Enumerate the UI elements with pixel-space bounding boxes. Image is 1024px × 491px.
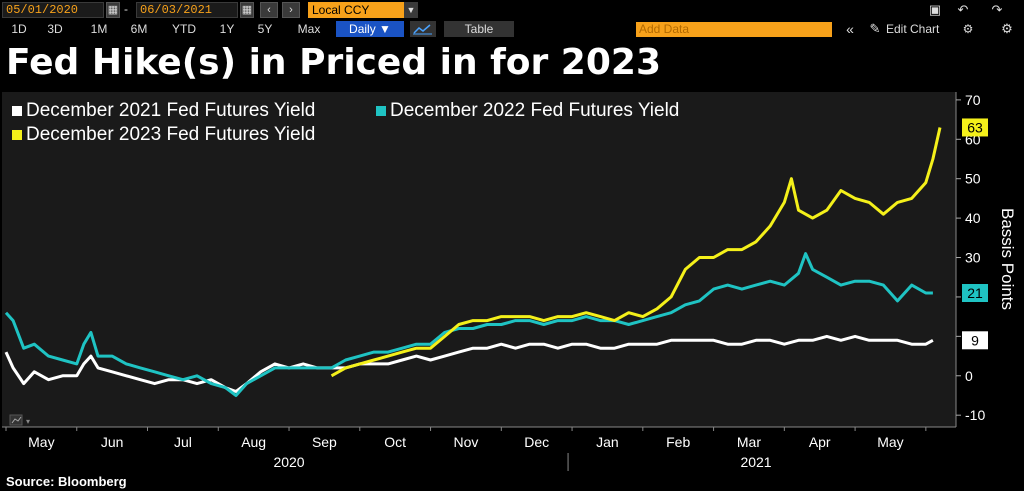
x-tick-label: Mar — [737, 434, 761, 450]
period-1d-button[interactable]: 1D — [11, 22, 27, 36]
last-value-label-0: 9 — [971, 332, 979, 348]
last-value-label-2: 63 — [967, 119, 983, 135]
period-5y-button[interactable]: 5Y — [257, 22, 273, 36]
window-icon[interactable]: ▣ — [928, 2, 942, 17]
x-year-label: 2020 — [273, 454, 304, 470]
period-6m-button[interactable]: 6M — [130, 22, 148, 36]
chart-container: December 2021 Fed Futures Yield December … — [0, 92, 1024, 472]
last-value-label-1: 21 — [967, 285, 983, 301]
legend-entry-2: December 2023 Fed Futures Yield — [26, 124, 315, 145]
y-axis-label: Bassis Points — [998, 208, 1017, 310]
last-value-badge-2 — [962, 118, 988, 137]
period-toolbar: 1D 3D 1M 6M YTD 1Y 5Y Max Daily ▼ Table … — [0, 20, 1024, 38]
x-tick-label: Sep — [312, 434, 337, 450]
period-ytd-button[interactable]: YTD — [172, 22, 196, 36]
double-chevron-left-icon[interactable]: « — [846, 21, 854, 37]
add-data-input[interactable]: Add Data — [636, 22, 832, 37]
calendar-icon[interactable]: ▦ — [240, 2, 254, 18]
date-range-dash: - — [124, 2, 128, 16]
series-line-0 — [4, 334, 934, 393]
x-year-label: 2021 — [740, 454, 771, 470]
pencil-icon[interactable]: ✎ — [869, 21, 881, 36]
x-tick-label: Feb — [666, 434, 690, 450]
y-tick-label: 50 — [965, 171, 981, 187]
x-axis: May Jun Jul Aug Sep Oct Nov Dec Jan Feb Mar Apr May 2… — [2, 426, 956, 471]
y-tick-label: 70 — [965, 92, 981, 108]
period-1m-button[interactable]: 1M — [90, 22, 108, 36]
chart-title: Fed Hike(s) in Priced in for 2023 — [6, 42, 661, 83]
legend: December 2021 Fed Futures Yield December … — [12, 100, 679, 145]
top-toolbar: 05/01/2020 ▦ - 06/03/2021 ▦ ‹ › Local CC… — [0, 0, 1024, 20]
period-1y-button[interactable]: 1Y — [219, 22, 235, 36]
frequency-select[interactable]: Daily ▼ — [336, 21, 404, 37]
y-tick-label: 30 — [965, 250, 981, 266]
period-max-button[interactable]: Max — [297, 22, 321, 36]
plot-area — [2, 92, 956, 427]
calendar-icon[interactable]: ▦ — [106, 2, 120, 18]
x-tick-label: Oct — [384, 434, 406, 450]
x-tick-label: Dec — [524, 434, 549, 450]
redo-icon[interactable]: ↷ — [991, 2, 1003, 17]
chevron-down-icon[interactable]: ▼ — [404, 2, 418, 18]
last-value-badge-0 — [962, 331, 988, 350]
series-line-1 — [4, 252, 933, 397]
end-date-input[interactable]: 06/03/2021 — [136, 2, 238, 18]
legend-swatch-0 — [12, 106, 22, 116]
y-axis: -1001020304050607092163 — [955, 92, 988, 427]
y-tick-label: 40 — [965, 210, 981, 226]
legend-swatch-1 — [376, 106, 386, 116]
chart-svg: December 2021 Fed Futures Yield December … — [2, 92, 1017, 471]
legend-swatch-2 — [12, 130, 22, 140]
legend-entry-1: December 2022 Fed Futures Yield — [390, 100, 679, 121]
edit-chart-button[interactable]: Edit Chart — [886, 22, 940, 36]
x-tick-label: Apr — [809, 434, 831, 450]
source-note: Source: Bloomberg — [6, 474, 127, 489]
legend-entry-0: December 2021 Fed Futures Yield — [26, 100, 315, 121]
x-tick-label: Jul — [174, 434, 192, 450]
start-date-input[interactable]: 05/01/2020 — [2, 2, 104, 18]
x-tick-label: Jun — [101, 434, 124, 450]
x-tick-label: May — [877, 434, 903, 450]
chart-type-icon[interactable]: ▾ — [9, 414, 30, 426]
x-tick-label: Nov — [453, 434, 478, 450]
last-value-badge-1 — [962, 284, 988, 302]
svg-text:▾: ▾ — [26, 417, 30, 426]
y-tick-label: 0 — [965, 368, 973, 384]
series-layer — [4, 127, 942, 397]
table-button[interactable]: Table — [444, 21, 514, 37]
period-3d-button[interactable]: 3D — [47, 22, 63, 36]
chevron-right-icon[interactable]: › — [282, 2, 300, 18]
series-line-2 — [330, 127, 942, 378]
gear-icon[interactable]: ⚙ — [1001, 21, 1013, 36]
line-chart-icon[interactable] — [410, 21, 436, 37]
settings-icon[interactable]: ⚙︎ — [962, 22, 974, 36]
x-tick-label: May — [28, 434, 54, 450]
x-tick-label: Jan — [596, 434, 619, 450]
x-tick-label: Aug — [241, 434, 266, 450]
chevron-left-icon[interactable]: ‹ — [260, 2, 278, 18]
currency-select[interactable]: Local CCY — [308, 2, 404, 18]
undo-icon[interactable]: ↶ — [957, 2, 969, 17]
y-tick-label: -10 — [965, 407, 985, 423]
